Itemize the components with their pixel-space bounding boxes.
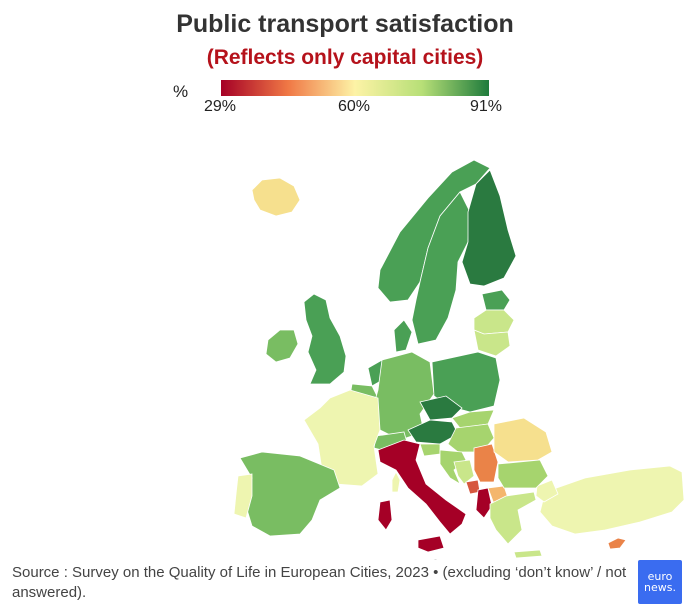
chart-subtitle: (Reflects only capital cities) — [206, 46, 484, 69]
region-france — [303, 389, 381, 487]
region-portugal — [233, 473, 253, 519]
region-corsica — [391, 471, 401, 493]
region-estonia — [481, 289, 511, 311]
region-united-kingdom — [303, 293, 347, 385]
region-lithuania — [473, 329, 511, 357]
region-sicily — [417, 535, 445, 553]
region-turkey-thrace — [535, 479, 559, 503]
legend-color-bar — [221, 80, 489, 96]
region-cyprus — [607, 537, 627, 550]
region-greece — [489, 491, 537, 545]
legend-max-label: 91% — [470, 98, 503, 115]
region-czechia — [419, 395, 463, 421]
region-finland — [461, 169, 517, 287]
legend-mid-label: 60% — [338, 98, 371, 115]
region-malta — [432, 557, 438, 560]
region-slovenia — [419, 443, 441, 457]
region-bosnia — [453, 459, 475, 485]
region-iceland — [251, 177, 301, 217]
region-romania — [493, 417, 553, 463]
region-ireland — [265, 329, 299, 363]
region-sardinia — [377, 499, 393, 531]
region-latvia — [473, 309, 515, 335]
chart-title: Public transport satisfaction — [176, 10, 514, 38]
europe-map — [233, 159, 685, 560]
region-sweden — [411, 191, 471, 345]
region-crete — [513, 549, 543, 559]
region-denmark — [393, 319, 413, 353]
region-albania — [475, 487, 493, 519]
euronews-logo: euro news. — [638, 560, 682, 604]
region-serbia — [473, 443, 499, 483]
source-note: Source : Survey on the Quality of Life i… — [12, 564, 627, 601]
region-italy — [377, 439, 467, 535]
region-turkey — [539, 465, 685, 535]
region-croatia — [439, 449, 467, 485]
region-bulgaria — [497, 459, 549, 489]
legend-unit: % — [173, 82, 189, 101]
legend-min-label: 29% — [204, 98, 237, 115]
region-slovakia — [451, 409, 495, 429]
